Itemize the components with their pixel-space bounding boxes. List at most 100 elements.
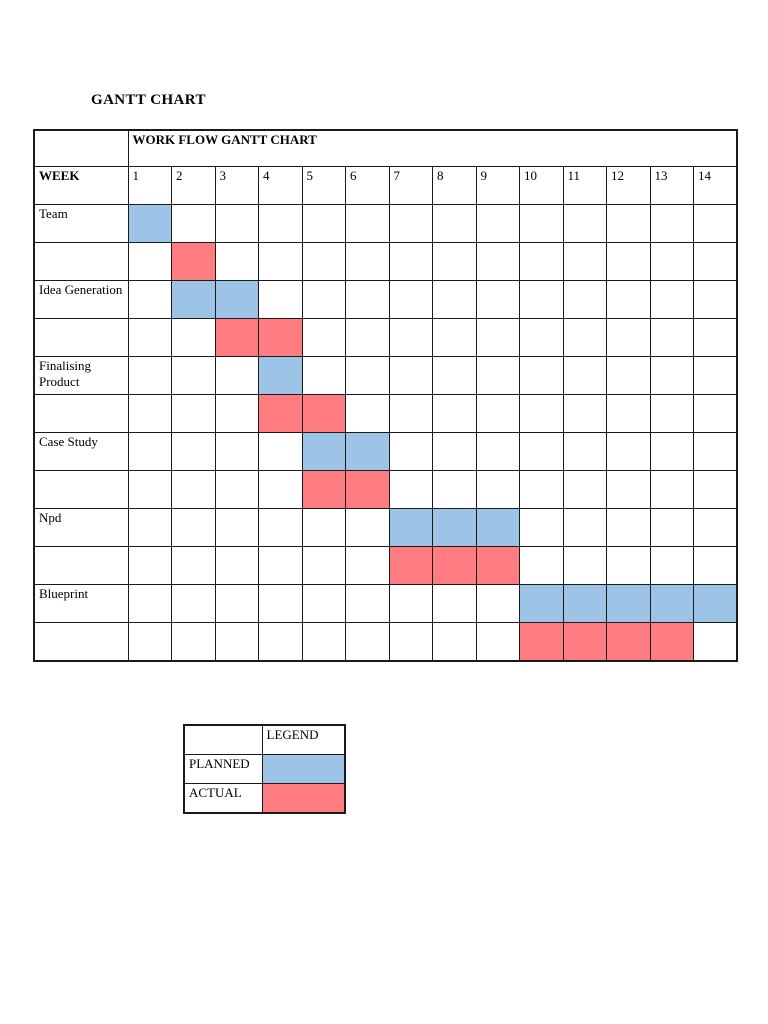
task-label-cell: Team <box>33 204 129 243</box>
planned-bar-cell <box>258 356 303 395</box>
gantt-cell <box>693 508 738 547</box>
gantt-cell <box>649 394 694 433</box>
gantt-cell <box>388 242 433 281</box>
planned-bar-cell <box>432 508 477 547</box>
gantt-cell <box>693 204 738 243</box>
gantt-cell <box>301 280 346 319</box>
gantt-cell <box>475 470 520 509</box>
gantt-cell <box>214 242 259 281</box>
week-number-cell: 3 <box>214 166 259 205</box>
task-row <box>33 394 738 433</box>
week-number-cell: 9 <box>475 166 520 205</box>
gantt-cell <box>519 280 564 319</box>
gantt-cell <box>432 394 477 433</box>
gantt-cell <box>649 470 694 509</box>
gantt-cell <box>606 432 651 471</box>
gantt-cell <box>258 622 303 662</box>
task-row <box>33 318 738 357</box>
actual-bar-cell <box>258 318 303 357</box>
page-title: GANTT CHART <box>91 92 206 108</box>
gantt-table: WORK FLOW GANTT CHART WEEK 1 2 3 4 5 6 7 8 9 10 11 12… <box>33 129 738 662</box>
task-label-cell <box>33 546 129 585</box>
gantt-cell <box>301 546 346 585</box>
week-number-cell: 6 <box>345 166 390 205</box>
gantt-cell <box>345 394 390 433</box>
task-row: Case Study <box>33 432 738 471</box>
gantt-cell <box>649 242 694 281</box>
gantt-cell <box>345 508 390 547</box>
task-label-cell <box>33 318 129 357</box>
task-row: Blueprint <box>33 584 738 623</box>
gantt-cell <box>214 394 259 433</box>
week-number-cell: 12 <box>606 166 651 205</box>
week-number-cell: 4 <box>258 166 303 205</box>
planned-bar-cell <box>301 432 346 471</box>
week-number-cell: 10 <box>519 166 564 205</box>
gantt-cell <box>562 204 607 243</box>
gantt-cell <box>345 204 390 243</box>
gantt-cell <box>475 204 520 243</box>
gantt-cell <box>214 622 259 662</box>
gantt-cell <box>432 432 477 471</box>
gantt-cell <box>606 394 651 433</box>
task-label-cell <box>33 470 129 509</box>
legend-table: LEGEND PLANNED ACTUAL <box>183 724 346 814</box>
gantt-cell <box>649 508 694 547</box>
gantt-cell <box>649 280 694 319</box>
gantt-cell <box>345 356 390 395</box>
gantt-cell <box>171 546 216 585</box>
gantt-cell <box>258 432 303 471</box>
actual-bar-cell <box>301 470 346 509</box>
planned-bar-cell <box>171 280 216 319</box>
planned-bar-cell <box>388 508 433 547</box>
actual-bar-cell <box>171 242 216 281</box>
gantt-cell <box>127 622 172 662</box>
gantt-cell <box>214 470 259 509</box>
week-number-cell: 5 <box>301 166 346 205</box>
gantt-cell <box>562 356 607 395</box>
gantt-cell <box>388 318 433 357</box>
gantt-cell <box>214 508 259 547</box>
gantt-cell <box>606 546 651 585</box>
gantt-cell <box>388 432 433 471</box>
actual-bar-cell <box>606 622 651 662</box>
legend-actual-row: ACTUAL <box>183 783 346 814</box>
task-label-cell <box>33 394 129 433</box>
gantt-cell <box>519 546 564 585</box>
gantt-cell <box>693 280 738 319</box>
gantt-table-title: WORK FLOW GANTT CHART <box>127 129 738 167</box>
gantt-cell <box>649 318 694 357</box>
gantt-cell <box>432 280 477 319</box>
legend-actual-swatch <box>261 783 346 814</box>
week-number-cell: 14 <box>693 166 738 205</box>
actual-bar-cell <box>301 394 346 433</box>
gantt-cell <box>388 280 433 319</box>
gantt-cell <box>432 584 477 623</box>
gantt-cell <box>606 318 651 357</box>
gantt-cell <box>345 546 390 585</box>
gantt-cell <box>127 508 172 547</box>
gantt-cell <box>127 432 172 471</box>
gantt-cell <box>475 280 520 319</box>
gantt-cell <box>693 470 738 509</box>
gantt-cell <box>214 546 259 585</box>
gantt-cell <box>475 584 520 623</box>
planned-bar-cell <box>562 584 607 623</box>
task-label-cell: Idea Generation <box>33 280 129 319</box>
gantt-cell <box>606 280 651 319</box>
actual-bar-cell <box>649 622 694 662</box>
gantt-cell <box>171 318 216 357</box>
gantt-cell <box>171 356 216 395</box>
gantt-cell <box>127 280 172 319</box>
planned-bar-cell <box>127 204 172 243</box>
gantt-header-row: WORK FLOW GANTT CHART <box>33 129 738 167</box>
gantt-cell <box>475 318 520 357</box>
gantt-cell <box>519 470 564 509</box>
gantt-header-spacer-cell <box>33 129 129 167</box>
week-row: WEEK 1 2 3 4 5 6 7 8 9 10 11 12 13 14 <box>33 166 738 205</box>
gantt-cell <box>171 584 216 623</box>
gantt-cell <box>649 432 694 471</box>
task-label-cell: Npd <box>33 508 129 547</box>
gantt-cell <box>562 546 607 585</box>
task-label-cell: Case Study <box>33 432 129 471</box>
